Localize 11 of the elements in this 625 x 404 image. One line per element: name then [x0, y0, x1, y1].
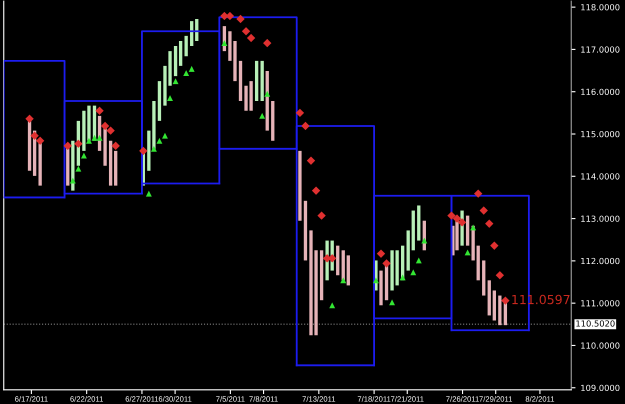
y-tick-label: 112.0000: [581, 258, 620, 264]
ref-line-label: 110.5020: [576, 320, 615, 327]
y-tick-label: 111.0000: [581, 300, 620, 306]
y-tick-label: 113.0000: [581, 216, 620, 222]
y-tick-label: 116.0000: [581, 88, 620, 95]
y-tick-label: 117.0000: [581, 46, 620, 53]
y-tick-label: 118.0000: [581, 4, 620, 10]
y-tick-label: 109.0000: [581, 384, 620, 392]
y-tick-label: 110.0000: [581, 342, 620, 349]
y-tick-label: 114.0000: [581, 173, 620, 180]
y-tick-label: 115.0000: [581, 130, 620, 138]
